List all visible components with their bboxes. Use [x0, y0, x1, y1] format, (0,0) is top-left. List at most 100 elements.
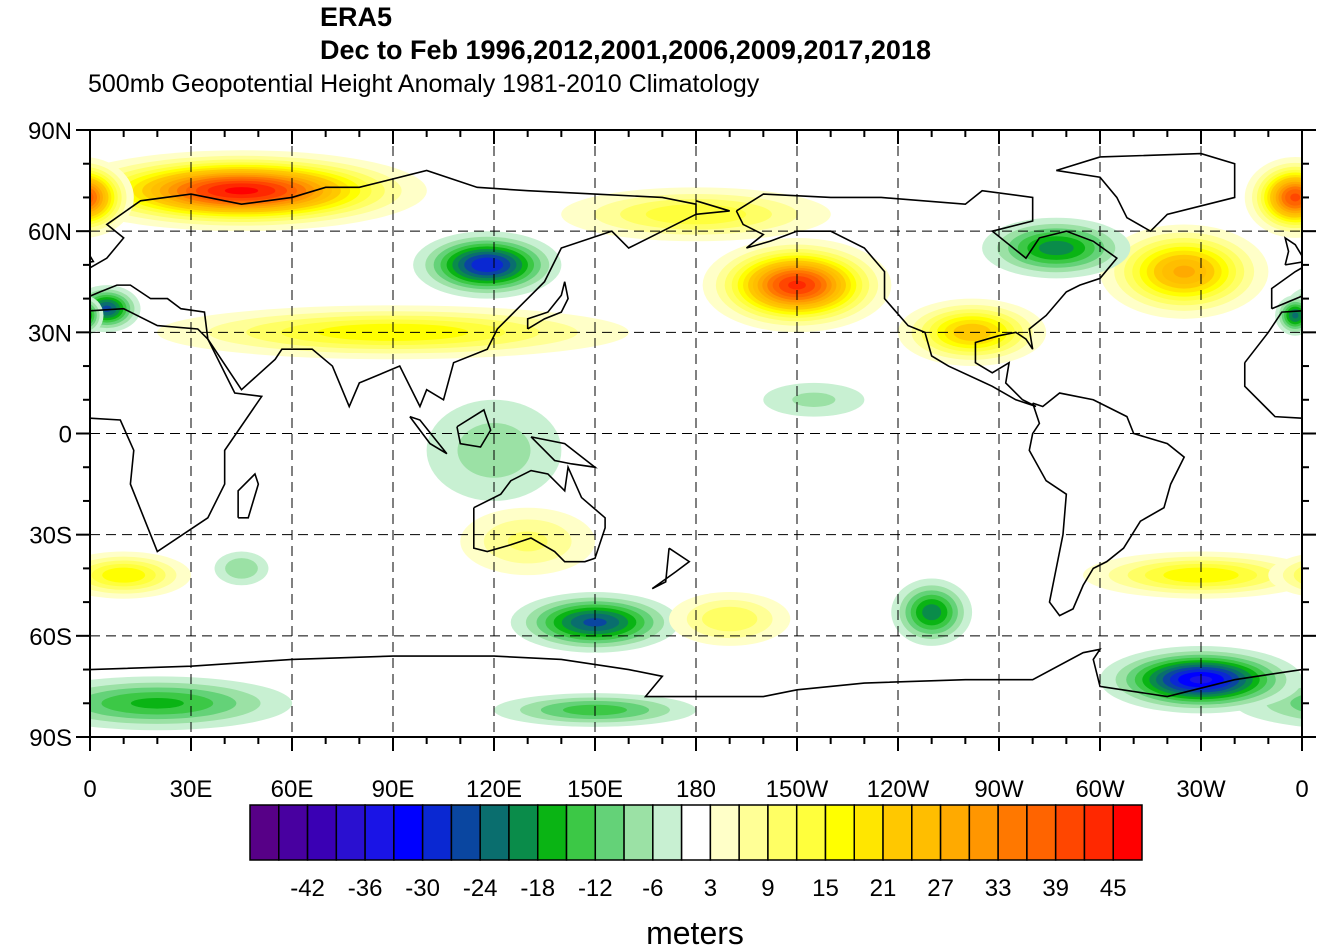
x-tick-label: 0: [83, 776, 96, 803]
contour-fill: [225, 187, 258, 194]
colorbar-box: [825, 805, 854, 860]
colorbar: [250, 805, 1142, 860]
colorbar-box: [423, 805, 452, 860]
colorbar-box: [595, 805, 624, 860]
colorbar-box: [567, 805, 596, 860]
colorbar-box: [739, 805, 768, 860]
x-tick-label: 60E: [271, 776, 314, 803]
x-tick-label: 60W: [1075, 776, 1125, 803]
colorbar-tick-label: 45: [1100, 875, 1127, 902]
y-tick-labels: 90N 60N 30N 0 30S 60S 90S: [28, 118, 72, 752]
contour-fill: [0, 672, 12, 687]
colorbar-box: [854, 805, 883, 860]
colorbar-tick-label: -24: [463, 875, 498, 902]
y-tick-label: 30S: [29, 523, 72, 550]
contour-fill: [0, 646, 90, 713]
contour-fill: [0, 247, 17, 297]
contour-fill: [0, 665, 34, 695]
contour-fill: [0, 243, 24, 301]
contour-fill: [0, 251, 10, 293]
x-tick-label: 0: [1295, 776, 1308, 803]
anomaly-feature: [0, 400, 1327, 501]
anomaly-feature: [0, 305, 1327, 359]
colorbar-box: [998, 805, 1027, 860]
contour-fill: [225, 558, 258, 578]
colorbar-tick-label: -42: [290, 875, 325, 902]
colorbar-box: [308, 805, 337, 860]
contour-fill: [131, 698, 184, 709]
colorbar-box: [509, 805, 538, 860]
x-tick-label: 150W: [766, 776, 829, 803]
colorbar-box: [653, 805, 682, 860]
colorbar-tick-label: 21: [870, 875, 897, 902]
contour-fill: [922, 604, 941, 620]
colorbar-box: [394, 805, 423, 860]
y-tick-label: 90S: [29, 725, 72, 752]
colorbar-box: [538, 805, 567, 860]
y-tick-label: 60N: [28, 219, 72, 246]
x-tick-label: 120W: [867, 776, 930, 803]
contour-fill: [0, 564, 45, 586]
contour-fill: [792, 393, 835, 407]
colorbar-box: [883, 805, 912, 860]
colorbar-box: [1056, 805, 1085, 860]
contour-fill: [77, 309, 90, 322]
contour-fill: [1314, 568, 1327, 583]
y-tick-label: 60S: [29, 624, 72, 651]
contour-fill: [1310, 159, 1327, 222]
colorbar-label: meters: [0, 915, 1327, 952]
contour-fill: [0, 662, 41, 696]
colorbar-box: [969, 805, 998, 860]
contour-fill: [1309, 302, 1327, 316]
colorbar-box: [250, 805, 279, 860]
contour-fill: [0, 557, 81, 594]
colorbar-box: [480, 805, 509, 860]
contour-fill: [1313, 692, 1327, 714]
colorbar-tick-label: -6: [642, 875, 663, 902]
colorbar-tick-label: 15: [812, 875, 839, 902]
contour-fill: [0, 238, 32, 305]
x-tick-label: 120E: [466, 776, 522, 803]
colorbar-box: [710, 805, 739, 860]
contour-fill: [0, 560, 62, 589]
contour-fill: [1290, 193, 1300, 201]
colorbar-box: [451, 805, 480, 860]
contour-fill: [0, 655, 64, 705]
anomaly-feature: [0, 383, 1327, 417]
colorbar-box: [797, 805, 826, 860]
colorbar-tick-label: 39: [1042, 875, 1069, 902]
contour-fill: [1314, 305, 1323, 312]
contour-fill: [0, 667, 27, 693]
contour-fill: [1173, 266, 1195, 278]
x-tick-label: 90E: [372, 776, 415, 803]
contour-fill: [102, 305, 111, 312]
contour-fill: [1039, 241, 1074, 255]
contour-fill: [1323, 162, 1327, 219]
colorbar-tick-label: -12: [578, 875, 613, 902]
contour-fill: [1302, 297, 1327, 320]
x-tick-label: 180: [676, 776, 716, 803]
colorbar-tick-label: 27: [927, 875, 954, 902]
y-tick-label: 90N: [28, 118, 72, 145]
anomaly-feature: [0, 552, 1327, 599]
coastline: [0, 154, 23, 232]
colorbar-box: [279, 805, 308, 860]
anomaly-feature: [0, 592, 1327, 653]
contour-fill: [0, 568, 27, 583]
x-tick-label: 150E: [567, 776, 623, 803]
y-tick-label: 0: [59, 422, 72, 449]
colorbar-tick-label: 3: [704, 875, 717, 902]
colorbar-box: [1113, 805, 1142, 860]
colorbar-box: [1084, 805, 1113, 860]
x-tick-label: 30W: [1176, 776, 1226, 803]
colorbar-tick-label: 9: [761, 875, 774, 902]
colorbar-box: [912, 805, 941, 860]
y-tick-label: 30N: [28, 320, 72, 347]
coastline: [1056, 154, 1234, 232]
contour-fill: [0, 660, 48, 699]
x-tick-label: 90W: [974, 776, 1024, 803]
coastline: [1245, 309, 1327, 552]
